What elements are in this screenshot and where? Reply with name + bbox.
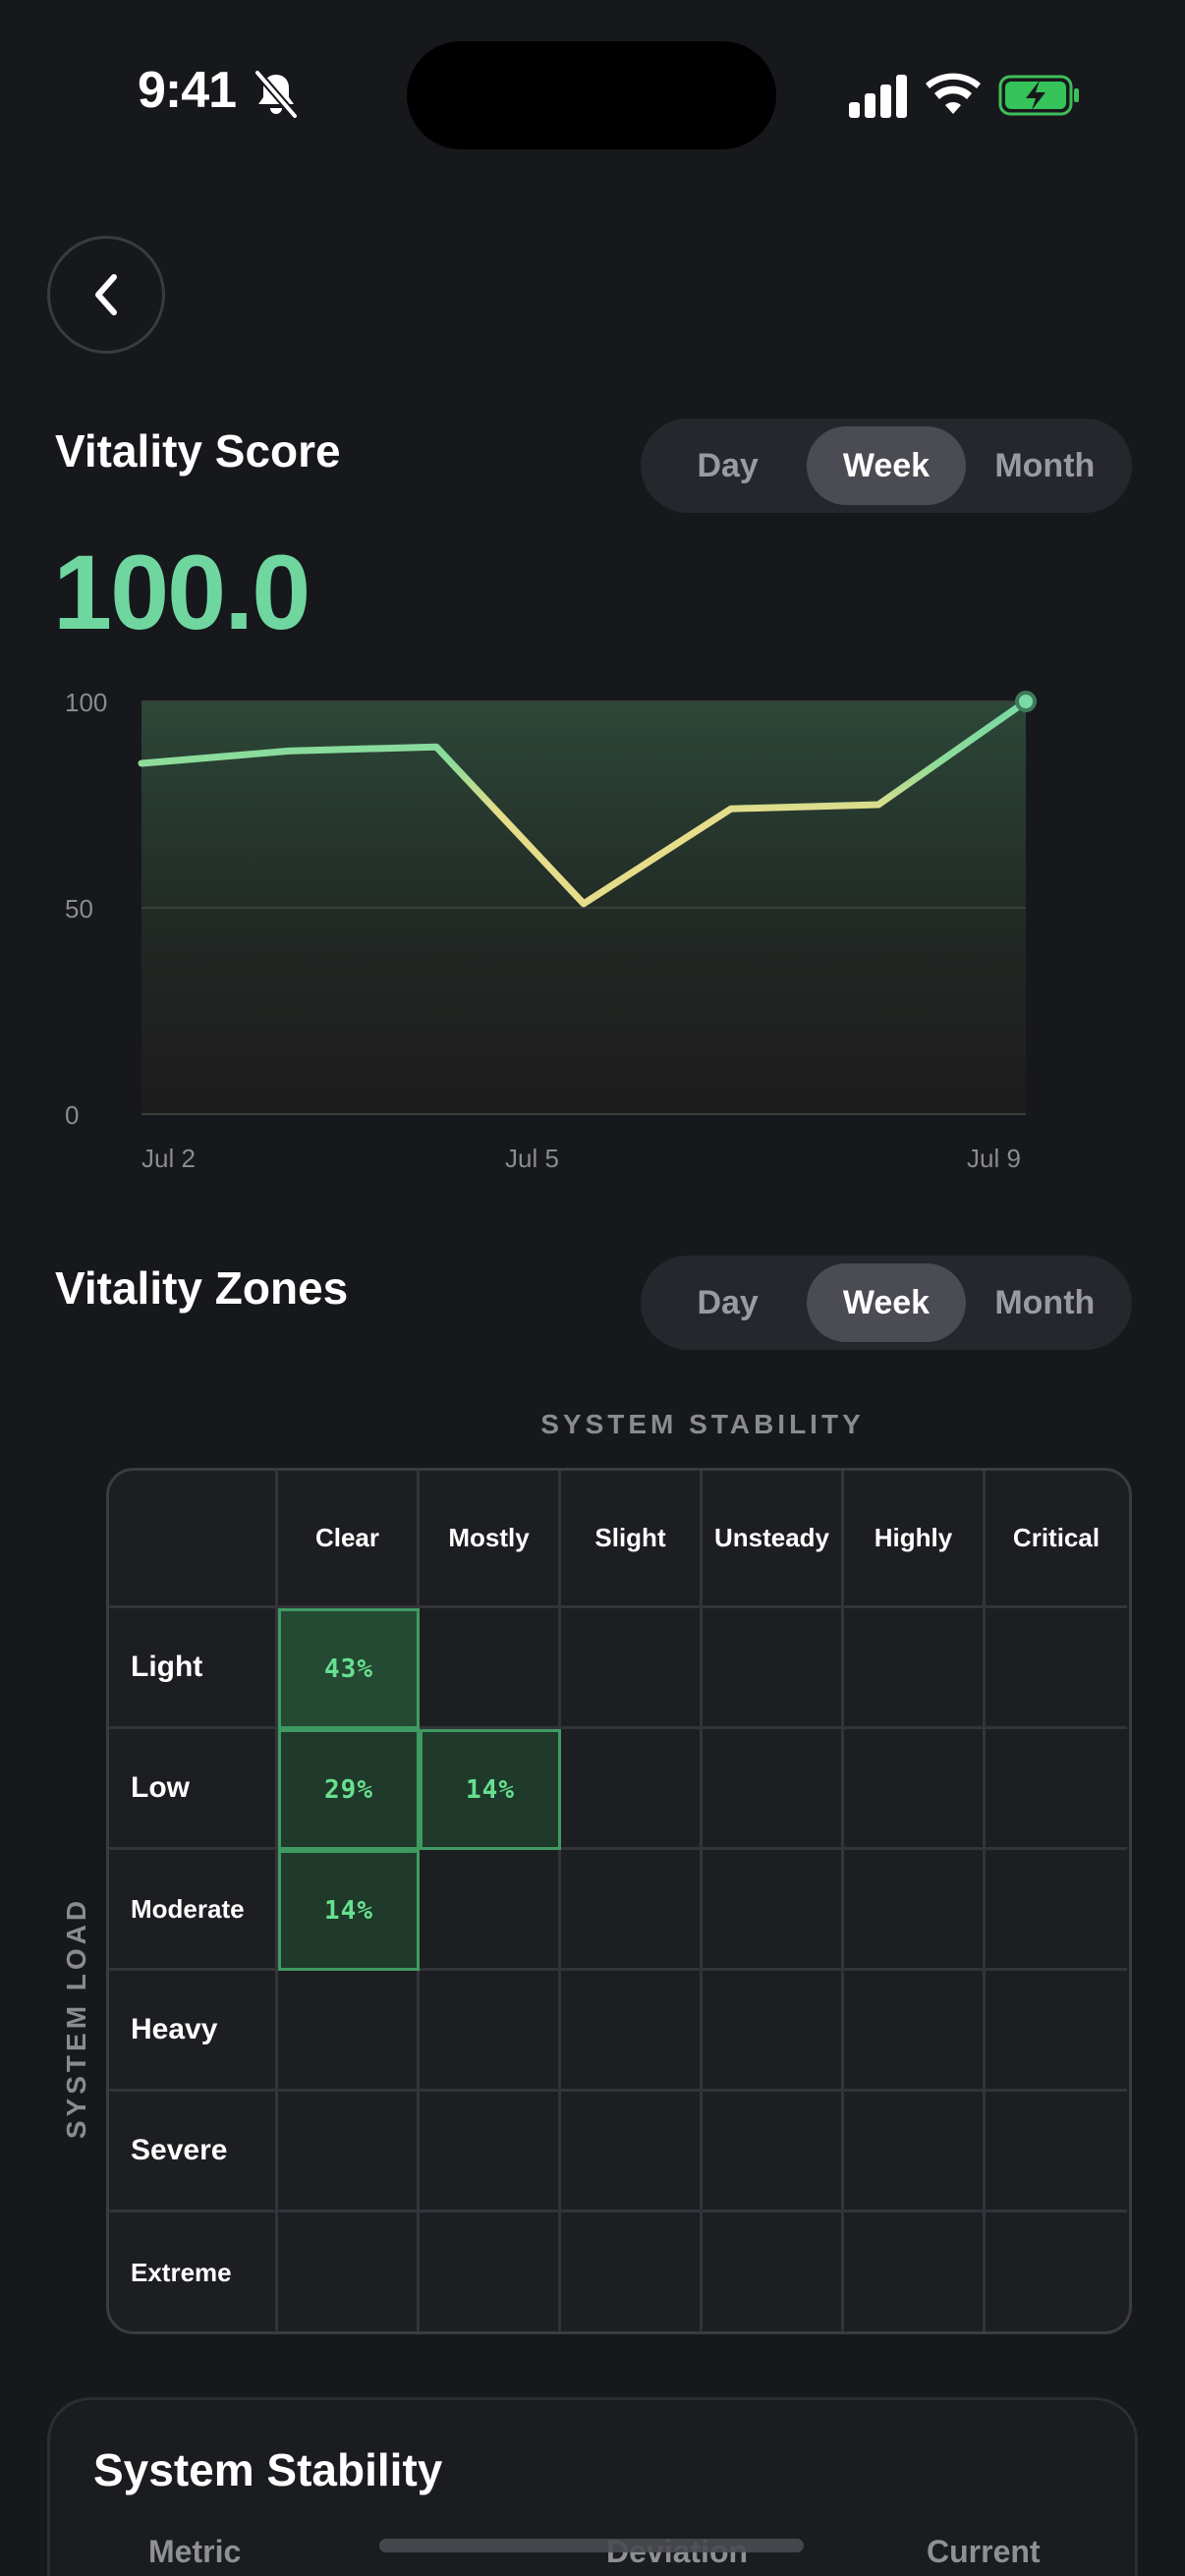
- zones-cell: [420, 1608, 561, 1729]
- vitality-zones-range-tabs: Day Week Month: [641, 1256, 1132, 1350]
- zones-cell: 43%: [278, 1608, 420, 1729]
- zones-row-header: Moderate: [109, 1850, 278, 1971]
- zones-cell: [986, 1608, 1127, 1729]
- zones-cell: [703, 1850, 844, 1971]
- zones-cell: [844, 1850, 986, 1971]
- vitality-score-title: Vitality Score: [55, 425, 341, 476]
- chart-data-point: [1015, 691, 1037, 712]
- zones-cell: 29%: [278, 1729, 420, 1850]
- zones-cell: 14%: [278, 1850, 420, 1971]
- axis-label-text: SYSTEM STABILITY: [540, 1409, 865, 1439]
- zones-cell: [986, 2092, 1127, 2212]
- zones-cell: [844, 1729, 986, 1850]
- zones-cell: [278, 2092, 420, 2212]
- zones-cell: [986, 1850, 1127, 1971]
- status-bar: 9:41: [0, 0, 1185, 187]
- chart-x-tick-label: Jul 5: [505, 1144, 559, 1173]
- zones-cell: [420, 2212, 561, 2331]
- vitality-score-range-tabs: Day Week Month: [641, 419, 1132, 513]
- zones-cell: [844, 1971, 986, 2092]
- vitality-score-value: 100.0: [53, 532, 310, 651]
- tab-month[interactable]: Month: [994, 1283, 1096, 1321]
- zones-column-header: Critical: [986, 1471, 1127, 1608]
- column-header-metric: Metric: [148, 2534, 242, 2569]
- zones-corner-cell: [109, 1471, 278, 1608]
- vitality-zones-grid: Clear Mostly Slight Unsteady Highly Critical L…: [106, 1468, 1132, 2334]
- zones-header-row: Clear Mostly Slight Unsteady Highly Critical: [109, 1471, 1129, 1608]
- zones-row-header: Low: [109, 1729, 278, 1850]
- vitality-zones-title: Vitality Zones: [55, 1262, 349, 1314]
- chart-x-tick-label: Jul 2: [141, 1144, 196, 1173]
- zones-row: Heavy: [109, 1971, 1129, 2092]
- zones-cell-value: 14%: [466, 1774, 515, 1805]
- chart-y-tick-label: 0: [65, 1100, 79, 1130]
- zones-cell: [420, 2092, 561, 2212]
- bell-muted-icon: [254, 70, 299, 119]
- cellular-signal-icon: [849, 75, 907, 118]
- dynamic-island: [407, 41, 776, 149]
- zones-cell: [703, 1729, 844, 1850]
- zones-cell: [844, 2092, 986, 2212]
- zones-cell: [703, 1608, 844, 1729]
- zones-row: Moderate 14%: [109, 1850, 1129, 1971]
- vitality-score-chart: 100 50 0 Jul 2 Jul 5 Jul 9: [65, 688, 1037, 1173]
- zones-cell: [561, 1608, 703, 1729]
- zones-column-header: Mostly: [420, 1471, 561, 1608]
- zones-row-header: Severe: [109, 2092, 278, 2212]
- zones-column-header: Slight: [561, 1471, 703, 1608]
- tab-day[interactable]: Day: [697, 446, 759, 484]
- zones-row: Extreme: [109, 2212, 1129, 2331]
- zones-cell: [278, 1971, 420, 2092]
- tab-day[interactable]: Day: [697, 1283, 759, 1321]
- zones-cell: [703, 2092, 844, 2212]
- zones-cell: [420, 1971, 561, 2092]
- system-stability-title: System Stability: [93, 2444, 443, 2495]
- home-indicator[interactable]: [379, 2539, 804, 2552]
- zones-row: Severe: [109, 2092, 1129, 2212]
- zones-row-header: Light: [109, 1608, 278, 1729]
- chart-series-line: [138, 698, 1030, 908]
- back-button[interactable]: [47, 236, 165, 354]
- zones-cell: [561, 1971, 703, 2092]
- zones-cell: [986, 2212, 1127, 2331]
- zones-column-header: Clear: [278, 1471, 420, 1608]
- zones-cell: 14%: [420, 1729, 561, 1850]
- zones-cell: [844, 2212, 986, 2331]
- chevron-left-icon: [95, 274, 117, 315]
- zones-cell: [561, 2092, 703, 2212]
- zones-cell: [703, 2212, 844, 2331]
- tab-week[interactable]: Week: [807, 1263, 966, 1342]
- tab-week[interactable]: Week: [807, 426, 966, 505]
- zones-cell-value: 29%: [324, 1774, 373, 1805]
- chart-x-tick-label: Jul 9: [967, 1144, 1021, 1173]
- zones-cell-value: 43%: [324, 1653, 373, 1684]
- zones-row-header: Extreme: [109, 2212, 278, 2331]
- zones-cell-value: 14%: [324, 1895, 373, 1926]
- system-load-axis-label: SYSTEM LOAD: [61, 1896, 91, 2140]
- column-header-current: Current: [927, 2534, 1041, 2569]
- zones-cell: [561, 2212, 703, 2331]
- zones-cell: [844, 1608, 986, 1729]
- zones-cell: [703, 1971, 844, 2092]
- zones-cell: [986, 1971, 1127, 2092]
- zones-cell: [986, 1729, 1127, 1850]
- status-time: 9:41: [138, 62, 237, 119]
- zones-cell: [561, 1729, 703, 1850]
- wifi-icon: [926, 73, 981, 114]
- tab-month[interactable]: Month: [994, 446, 1096, 484]
- zones-column-header: Highly: [844, 1471, 986, 1608]
- chart-y-tick-label: 100: [65, 688, 107, 717]
- zones-row: Light 43%: [109, 1608, 1129, 1729]
- battery-charging-icon: [998, 75, 1079, 116]
- zones-cell: [278, 2212, 420, 2331]
- zones-cell: [420, 1850, 561, 1971]
- zones-row: Low 29% 14%: [109, 1729, 1129, 1850]
- system-stability-axis-label: SYSTEM STABILITY: [0, 1409, 1185, 1440]
- zones-cell: [561, 1850, 703, 1971]
- chart-y-tick-label: 50: [65, 894, 93, 924]
- zones-column-header: Unsteady: [703, 1471, 844, 1608]
- zones-row-header: Heavy: [109, 1971, 278, 2092]
